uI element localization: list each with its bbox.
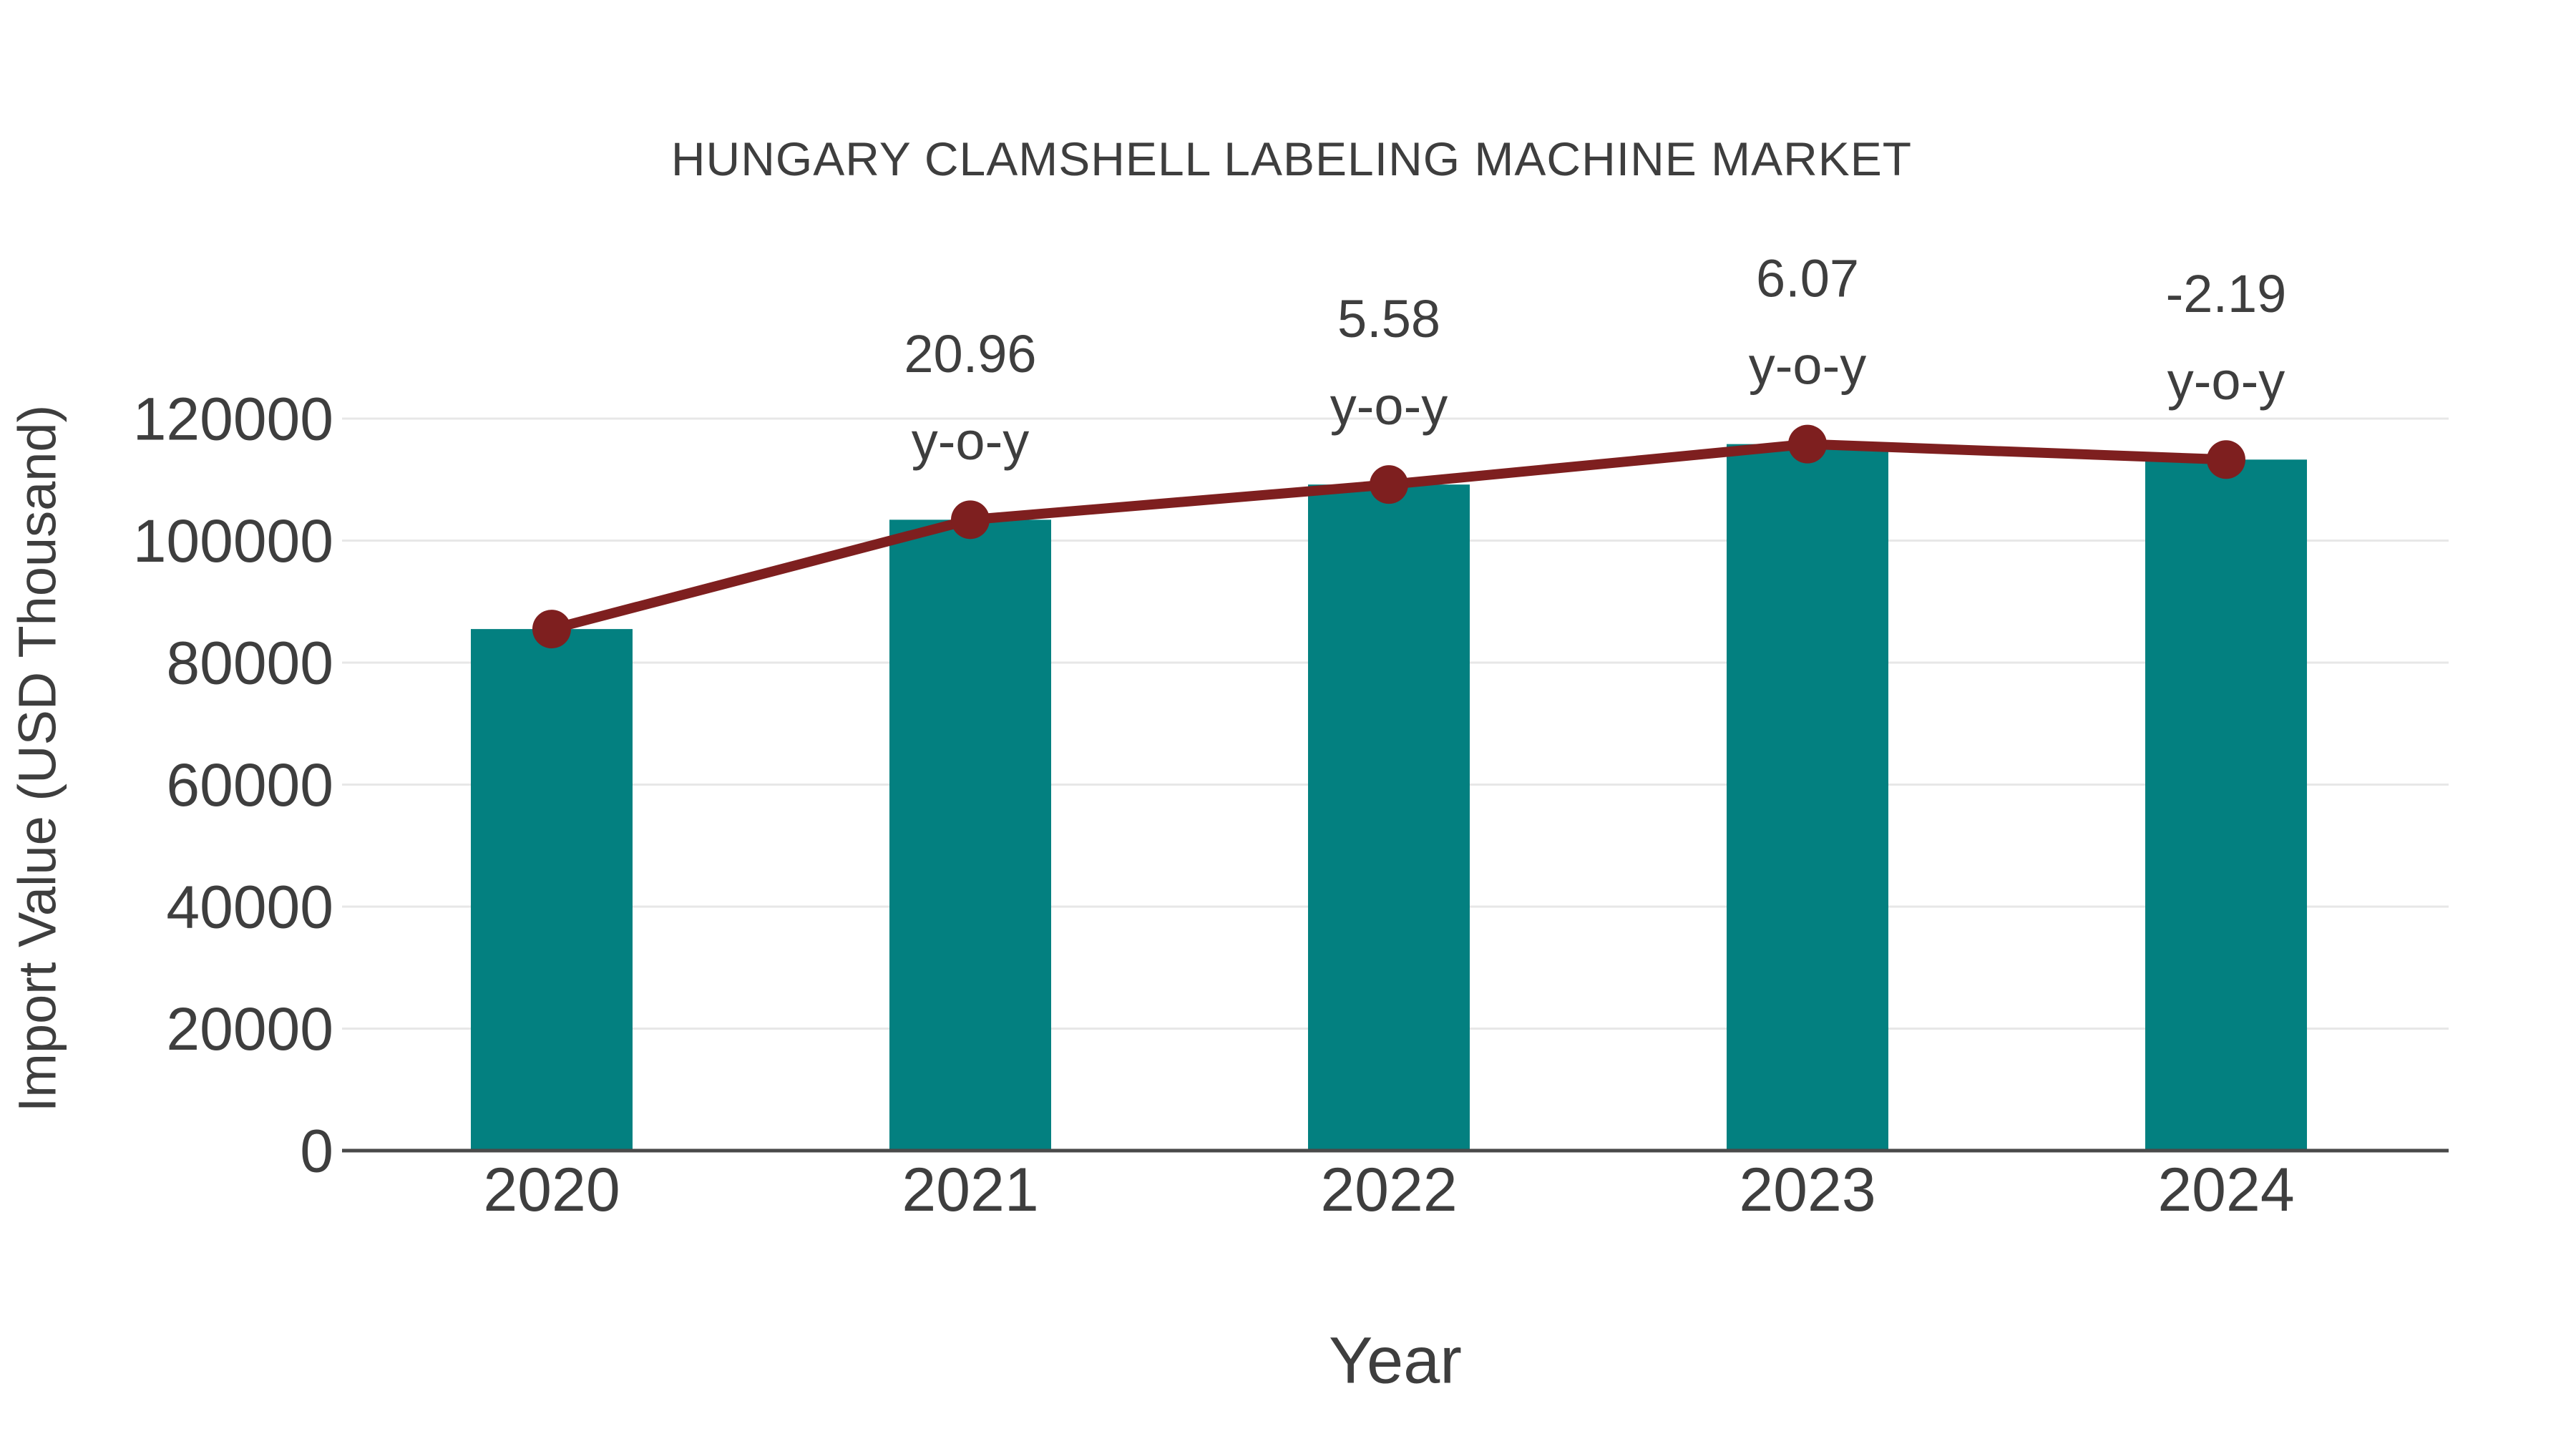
annotation-value-2023: 6.07 [1756, 249, 1859, 308]
y-tick-label-80000: 80000 [166, 629, 333, 696]
bar-2023 [1727, 444, 1888, 1151]
annotation-suffix-2023: y-o-y [1749, 336, 1866, 396]
x-tick-label-2020: 2020 [483, 1156, 620, 1224]
annotation-value-2024: -2.19 [2166, 264, 2287, 323]
trend-marker-2020 [532, 610, 571, 649]
x-tick-label-2021: 2021 [902, 1156, 1038, 1224]
annotation-suffix-2022: y-o-y [1330, 376, 1448, 436]
x-axis-title: Year [1329, 1324, 1462, 1397]
annotation-value-2021: 20.96 [904, 324, 1036, 384]
x-tick-label-2022: 2022 [1320, 1156, 1457, 1224]
bar-2024 [2145, 459, 2307, 1151]
y-tick-label-0: 0 [300, 1117, 333, 1184]
x-tick-label-2023: 2023 [1739, 1156, 1875, 1224]
x-tick-label-2024: 2024 [2157, 1156, 2294, 1224]
bar-2021 [889, 519, 1051, 1151]
annotation-value-2022: 5.58 [1337, 289, 1440, 348]
annotation-suffix-2024: y-o-y [2167, 351, 2285, 411]
bar-2020 [471, 629, 633, 1151]
bar-2022 [1308, 484, 1470, 1151]
y-tick-label-20000: 20000 [166, 995, 333, 1063]
trend-marker-2022 [1370, 465, 1408, 504]
trend-marker-2021 [951, 500, 990, 540]
annotation-suffix-2021: y-o-y [912, 411, 1029, 471]
y-tick-label-40000: 40000 [166, 873, 333, 940]
trend-marker-2023 [1788, 424, 1827, 464]
y-tick-label-100000: 100000 [133, 507, 333, 575]
y-tick-label-120000: 120000 [133, 385, 333, 452]
chart-title: HUNGARY CLAMSHELL LABELING MACHINE MARKE… [670, 132, 1913, 185]
trend-marker-2024 [2207, 440, 2245, 479]
y-tick-label-60000: 60000 [166, 751, 333, 819]
